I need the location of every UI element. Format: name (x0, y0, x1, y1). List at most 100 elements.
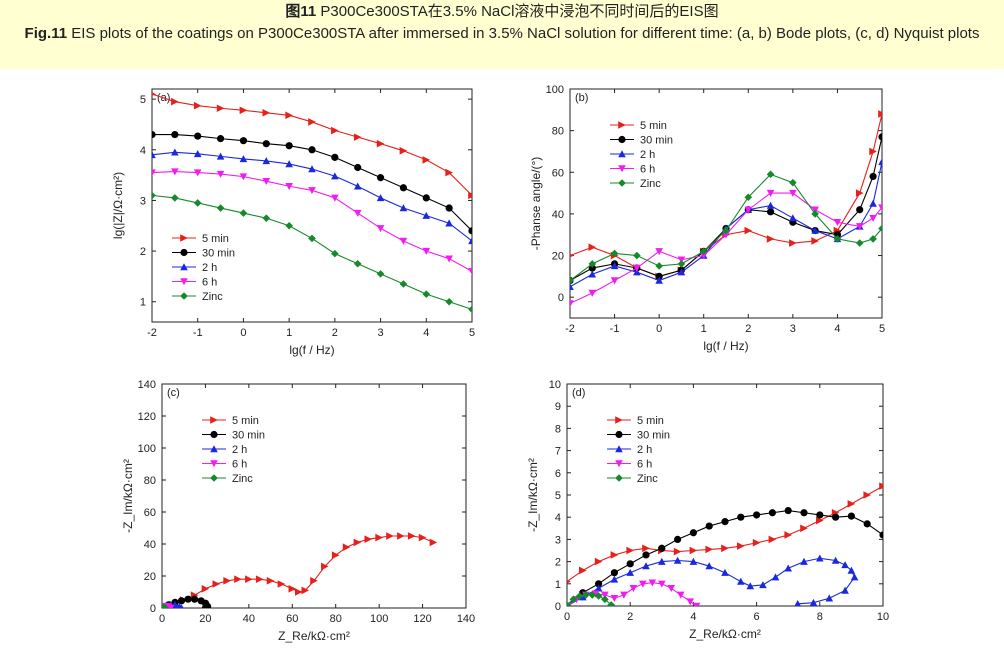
y-tick-label: 9 (555, 401, 561, 413)
y-tick-label: 1 (140, 297, 146, 309)
data-point (610, 249, 619, 258)
data-point (201, 585, 210, 593)
data-point (689, 529, 698, 537)
x-tick-label: 8 (817, 611, 823, 623)
data-point (833, 219, 842, 227)
data-point (171, 97, 179, 106)
legend-marker (180, 248, 188, 257)
data-point (201, 604, 210, 608)
x-tick-label: 0 (656, 323, 662, 335)
y-tick-label: 6 (555, 468, 561, 480)
data-point (855, 239, 864, 247)
y-tick-label: 1 (555, 579, 561, 591)
data-point (239, 209, 248, 217)
data-point (878, 133, 882, 141)
data-point (255, 575, 264, 583)
data-point (766, 235, 775, 243)
data-point (744, 193, 753, 202)
data-point (288, 585, 297, 593)
data-point (468, 237, 472, 245)
legend-label: 2 h (202, 262, 217, 274)
panel-label: (d) (572, 387, 585, 399)
legend-label: Zinc (232, 473, 253, 485)
data-point (353, 133, 362, 141)
y-tick-label: 40 (144, 539, 156, 551)
data-point (737, 542, 745, 550)
data-point (216, 204, 225, 212)
data-point (166, 604, 175, 608)
x-tick-label: 1 (701, 323, 707, 335)
data-point (633, 251, 641, 260)
data-point (789, 214, 797, 222)
data-point (722, 231, 730, 239)
legend-marker (615, 445, 623, 453)
data-point (784, 506, 792, 515)
data-point (841, 586, 849, 594)
data-point (445, 204, 453, 212)
y-tick-label: 40 (552, 209, 564, 221)
data-point (331, 194, 339, 202)
data-point (832, 513, 840, 521)
data-point (658, 557, 666, 565)
legend-label: 2 h (640, 149, 655, 161)
data-point (811, 210, 819, 218)
data-point (239, 137, 248, 145)
data-point (677, 268, 686, 276)
data-point (811, 206, 819, 214)
data-point (721, 568, 729, 576)
data-point (331, 126, 339, 135)
data-point (816, 511, 824, 519)
data-point (766, 208, 775, 216)
data-point (331, 249, 339, 258)
data-point (642, 551, 650, 559)
plot-frame (151, 88, 473, 323)
data-point (610, 575, 619, 583)
data-point (277, 580, 286, 588)
caption-cn-text: P300Ce300STA在3.5% NaCl溶液中浸泡不同时间后的EIS图 (320, 3, 719, 20)
series-line-Zinc (570, 173, 882, 281)
plot-frame (161, 383, 467, 609)
legend-label: 30 min (202, 248, 235, 260)
data-point (610, 277, 619, 285)
data-point (811, 237, 819, 245)
data-point (245, 575, 253, 583)
series-line-5-min (570, 113, 882, 277)
data-point (766, 170, 775, 179)
x-tick-label: 2 (745, 323, 751, 335)
data-point (699, 247, 708, 256)
legend: 5 min 30 min 2 h 6 h Zinc (202, 415, 265, 485)
data-point (171, 194, 179, 202)
legend-marker (210, 416, 218, 424)
legend-marker (618, 121, 626, 129)
data-point (753, 511, 761, 519)
data-point (677, 256, 686, 264)
data-point (722, 226, 730, 235)
data-point (794, 599, 801, 606)
data-point (655, 248, 663, 256)
legend-marker (618, 165, 626, 173)
data-point (626, 568, 634, 576)
x-tick-label: 3 (790, 323, 796, 335)
data-point (285, 160, 293, 168)
y-tick-label: 10 (549, 379, 561, 391)
y-tick-label: 0 (555, 601, 561, 613)
legend-label: 5 min (232, 415, 259, 427)
data-point (310, 577, 318, 585)
y-tick-label: 7 (555, 446, 561, 458)
data-point (353, 182, 362, 190)
x-tick-label: 120 (413, 613, 431, 625)
data-point (856, 206, 864, 214)
y-tick-label: 2 (140, 246, 146, 258)
legend-label: 2 h (637, 444, 652, 456)
series-line-Zinc (152, 194, 472, 310)
series-line-30-min (570, 136, 882, 282)
data-point (831, 556, 840, 564)
data-point (850, 573, 859, 581)
series-line-5-min (162, 535, 434, 608)
data-point (445, 255, 453, 263)
data-point (301, 586, 310, 595)
data-point (689, 546, 698, 555)
data-point (620, 591, 628, 599)
data-point (673, 556, 682, 564)
data-point (422, 194, 430, 202)
